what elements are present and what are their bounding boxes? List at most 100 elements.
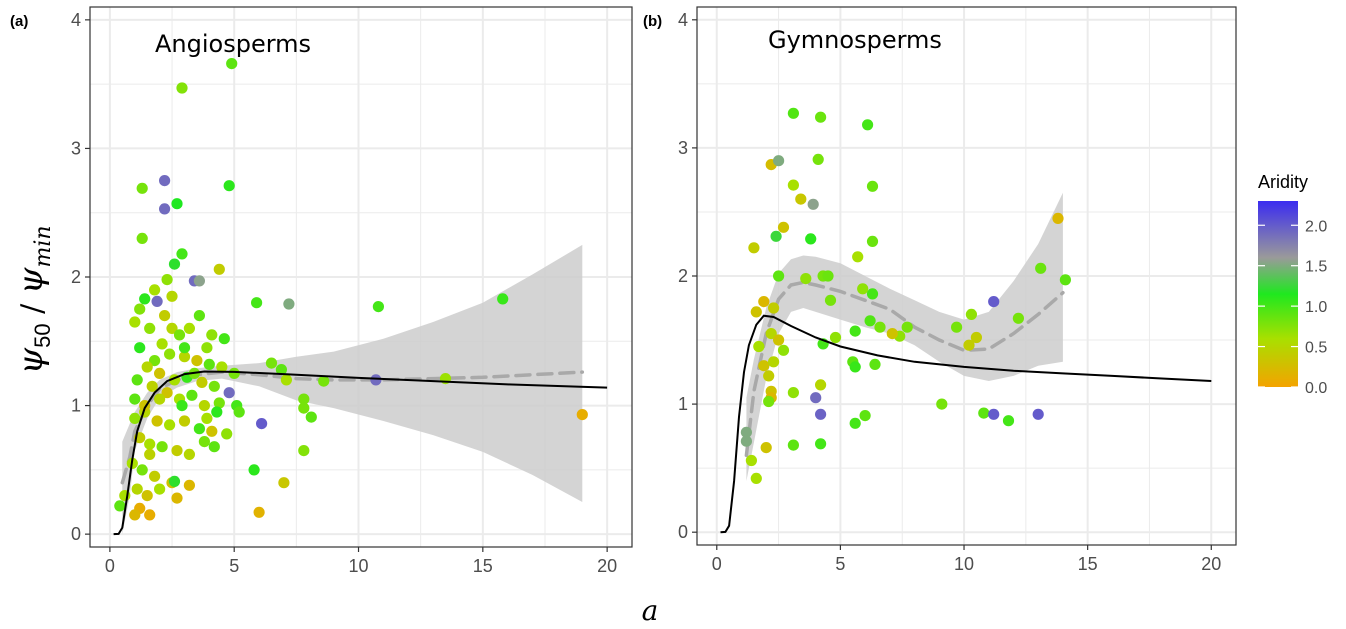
panel-b-data-point — [748, 242, 760, 254]
panel-b-plot: 0 5 10 15 20 0 1 2 3 4 — [678, 6, 1237, 574]
panel-a-data-point — [144, 448, 156, 460]
panel-a-points — [114, 58, 588, 521]
panel-a-data-point — [129, 412, 141, 424]
panel-a-data-point — [198, 436, 210, 448]
panel-a-data-point — [129, 509, 141, 521]
panel-b-data-point — [849, 417, 861, 429]
panel-b-data-point — [807, 198, 819, 210]
panel-a-data-point — [211, 406, 223, 418]
panel-a-data-point — [265, 357, 278, 369]
panel-a-data-point — [183, 322, 195, 334]
panel-b-points — [740, 107, 1071, 484]
panel-b-data-point — [787, 439, 800, 451]
y-axis-label-psi-2: ψ — [11, 267, 51, 294]
panel-b-data-point — [805, 233, 817, 245]
panel-b-data-point — [970, 331, 983, 344]
panel-a-data-point — [149, 355, 161, 367]
panel-b-data-point — [849, 325, 861, 337]
panel-b-data-point — [852, 251, 864, 263]
panel-b-data-point — [815, 111, 827, 123]
panel-b-data-point — [824, 294, 837, 306]
panel-a-data-point — [226, 58, 238, 70]
panel-a-x-tick-label: 0 — [105, 556, 115, 576]
panel-a-data-point — [228, 367, 240, 379]
panel-b-data-point — [988, 296, 1000, 308]
panel-a-data-point — [193, 275, 205, 287]
panel-a-data-point — [168, 258, 181, 270]
panel-b-data-point — [864, 315, 876, 327]
panel-a-model-curve — [113, 370, 608, 536]
legend-tick-label: 1.5 — [1305, 259, 1327, 276]
panel-a-data-point — [248, 464, 260, 476]
panel-a-data-point — [251, 297, 263, 309]
panel-b-data-point — [1035, 262, 1047, 274]
panel-b-data-point — [988, 408, 1000, 420]
panel-a-data-point — [198, 400, 210, 412]
panel-a-data-point — [149, 470, 161, 482]
panel-a-data-point — [134, 303, 146, 315]
panel-a-x-tick-label: 10 — [348, 556, 368, 576]
panel-b-data-point — [777, 344, 790, 356]
panel-b-data-point — [866, 235, 879, 247]
panel-b-data-point — [773, 155, 785, 167]
panel-a-x-tick-label: 15 — [473, 556, 493, 576]
panel-b-data-point — [901, 321, 913, 333]
panel-b-data-point — [765, 328, 777, 340]
panel-b-axes: 0 5 10 15 20 0 1 2 3 4 — [678, 10, 1221, 574]
panel-a-data-point — [372, 301, 384, 313]
panel-a-data-point — [196, 376, 208, 388]
panel-a-data-point — [176, 400, 188, 412]
panel-a-data-point — [298, 393, 310, 405]
panel-a-data-point — [178, 351, 191, 363]
panel-a-data-point — [183, 448, 195, 460]
panel-b-data-point — [758, 296, 770, 308]
panel-a-axes: 0 5 10 15 20 0 1 2 3 4 — [71, 10, 617, 576]
panel-a-data-point — [213, 263, 225, 275]
panel-a-data-point — [161, 387, 173, 399]
panel-a-data-point — [305, 411, 317, 423]
panel-a-plot: 0 5 10 15 20 0 1 2 3 4 — [71, 6, 633, 576]
panel-a-data-point — [283, 298, 295, 310]
panel-b-mean-curve — [720, 314, 1212, 534]
panel-b-data-point — [1002, 415, 1015, 427]
y-axis-label-sub-min: min — [31, 225, 56, 267]
panel-b-y-tick-label: 0 — [678, 522, 688, 542]
panel-a-mean-curve — [113, 370, 608, 536]
panel-b-data-point — [768, 356, 780, 368]
panel-a-data-point — [206, 425, 218, 437]
panel-a-data-point — [298, 445, 310, 457]
legend-tick-label: 2.0 — [1305, 218, 1327, 235]
panel-b-y-tick-label: 3 — [678, 138, 688, 158]
panel-b-data-point — [800, 273, 812, 285]
panel-a-data-point — [191, 355, 203, 367]
panel-b-data-point — [874, 321, 886, 333]
panel-a-data-point — [136, 232, 148, 244]
panel-b-data-point — [936, 398, 948, 410]
panel-a-y-tick-label: 4 — [71, 10, 81, 30]
legend-colorbar — [1258, 201, 1298, 387]
panel-b-data-point — [787, 179, 800, 191]
panel-b-data-point — [810, 392, 822, 404]
panel-a-data-point — [144, 322, 156, 334]
panel-a-data-point — [176, 82, 188, 94]
panel-b-x-tick-label: 20 — [1201, 554, 1221, 574]
panel-a-data-point — [223, 180, 235, 192]
panel-b-data-point — [787, 387, 800, 399]
panel-a-x-tick-label: 5 — [229, 556, 239, 576]
panel-b-data-point — [869, 358, 881, 370]
panel-a-data-point — [176, 248, 188, 260]
panel-a-data-point — [193, 423, 205, 435]
panel-b-title: Gymnosperms — [768, 26, 942, 54]
panel-a-y-tick-label: 1 — [71, 396, 81, 416]
panel-a-data-point — [221, 428, 233, 440]
panel-a-data-point — [173, 329, 186, 341]
panel-b-data-point — [787, 107, 800, 119]
panel-a-ci-band — [122, 244, 583, 535]
panel-a-x-tick-label: 20 — [597, 556, 617, 576]
panel-b-data-point — [862, 119, 874, 131]
panel-a-data-point — [156, 338, 168, 350]
panel-b-y-tick-label: 1 — [678, 394, 688, 414]
panel-b-data-point — [963, 339, 975, 351]
panel-b-data-point — [758, 360, 770, 372]
panel-a-data-point — [183, 479, 195, 491]
